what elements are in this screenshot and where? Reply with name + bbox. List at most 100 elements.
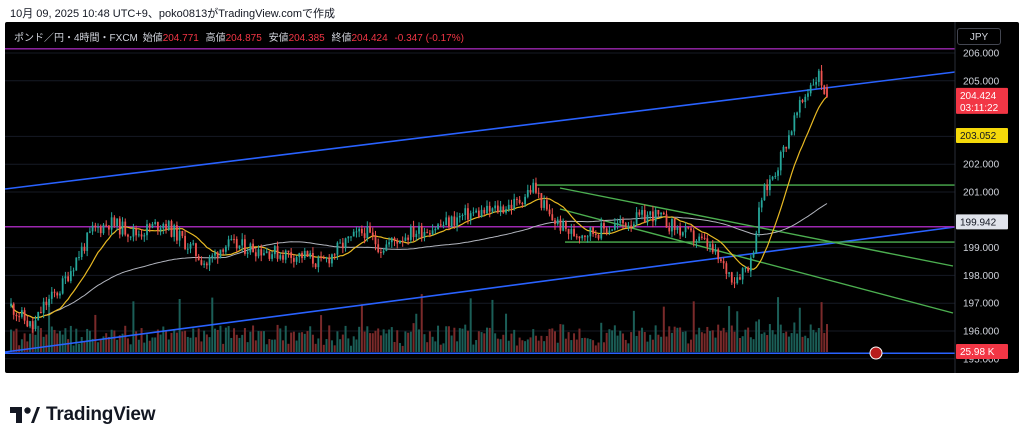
volume-bar (744, 329, 747, 352)
candle-body (505, 209, 507, 213)
candle-body (494, 205, 497, 209)
volume-bar (15, 328, 18, 352)
currency-button[interactable]: JPY (957, 28, 1001, 45)
candle-body (736, 277, 739, 284)
candle-body (575, 236, 578, 238)
candle-body (154, 222, 157, 225)
volume-bar (431, 336, 434, 352)
candle-body (102, 224, 105, 234)
volume-bar (292, 331, 295, 352)
volume-bar (184, 330, 187, 352)
volume-bar (39, 328, 42, 352)
volume-bar (336, 331, 339, 352)
candle-body (151, 224, 154, 228)
volume-bar (271, 339, 274, 352)
candle-body (170, 221, 173, 237)
candle-body (186, 248, 189, 250)
candle-body (105, 224, 108, 226)
volume-bar (290, 332, 293, 352)
volume-bar (205, 334, 208, 352)
volume-bar (613, 325, 616, 352)
candle-body (298, 252, 301, 258)
candle-body (143, 235, 146, 237)
price-tick-label: 198.000 (963, 271, 1000, 282)
candle-body (385, 244, 388, 251)
volume-bar (624, 339, 627, 352)
volume-bar (330, 340, 333, 352)
volume-bar (257, 330, 260, 352)
candle-body (219, 249, 222, 258)
price-chart[interactable]: 206.000205.000203.000202.000201.000199.0… (5, 22, 1019, 373)
volume-bar (200, 341, 203, 352)
slow-ma-tag-text: 199.942 (960, 217, 997, 228)
volume-bar (820, 302, 823, 352)
volume-bar (143, 342, 146, 352)
price-tick-label: 201.000 (963, 188, 1000, 199)
candle-body (336, 242, 339, 255)
volume-bar (524, 341, 527, 352)
candle-body (369, 226, 371, 233)
candle-body (230, 238, 233, 240)
volume-bar (464, 324, 467, 352)
volume-bar (461, 328, 464, 352)
volume-bar (126, 338, 129, 352)
volume-bar (216, 329, 219, 352)
volume-bar (358, 326, 361, 352)
candle-body (616, 223, 619, 225)
chart-panel[interactable]: 206.000205.000203.000202.000201.000199.0… (5, 22, 1019, 373)
candle-body (108, 225, 110, 230)
fast-ma-tag-text: 203.052 (960, 131, 997, 142)
candle-body (578, 236, 581, 239)
candle-body (744, 267, 747, 269)
candle-body (548, 209, 551, 215)
volume-bar (415, 313, 418, 352)
tradingview-logo[interactable]: TradingView (10, 404, 156, 426)
volume-bar (48, 299, 51, 352)
volume-bar (605, 332, 608, 352)
volume-bar (91, 338, 94, 352)
volume-bar (581, 338, 584, 352)
candle-body (45, 301, 48, 306)
candle-body (341, 242, 344, 249)
candle-body (793, 115, 796, 132)
candle-body (118, 218, 121, 235)
volume-bar (622, 333, 624, 352)
volume-bar (760, 333, 763, 352)
uk-flag-icon (869, 346, 883, 360)
candle-body (600, 223, 603, 239)
volume-bar (796, 333, 799, 352)
volume-bar (116, 339, 119, 352)
candle-body (812, 84, 815, 86)
volume-bar (363, 331, 366, 352)
volume-bar (61, 334, 64, 352)
volume-bar (700, 332, 703, 352)
volume-bar (137, 339, 140, 352)
candle-body (643, 210, 646, 223)
volume-bar (570, 340, 573, 352)
volume-bar (306, 331, 309, 352)
volume-bar (442, 343, 445, 352)
volume-bar (10, 329, 12, 352)
candle-body (507, 204, 510, 210)
volume-bar (273, 339, 276, 352)
volume-bar (573, 333, 576, 352)
volume-bar (600, 322, 603, 352)
candle-body (662, 212, 665, 215)
candle-body (570, 229, 573, 234)
candle-body (790, 131, 793, 136)
volume-bar (513, 329, 516, 352)
volume-bar (703, 333, 706, 352)
volume-bar (409, 331, 412, 352)
volume-bar (350, 345, 352, 352)
candle-body (360, 228, 363, 234)
candle-body (249, 243, 252, 253)
candle-body (774, 175, 777, 177)
volume-bar (651, 339, 654, 352)
volume-bar (23, 333, 26, 352)
volume-bar (567, 332, 570, 352)
price-tick-label: 202.000 (963, 160, 1000, 171)
candle-body (779, 151, 782, 171)
candle-body (826, 87, 828, 97)
volume-bar (366, 326, 369, 352)
candle-body (630, 225, 633, 227)
